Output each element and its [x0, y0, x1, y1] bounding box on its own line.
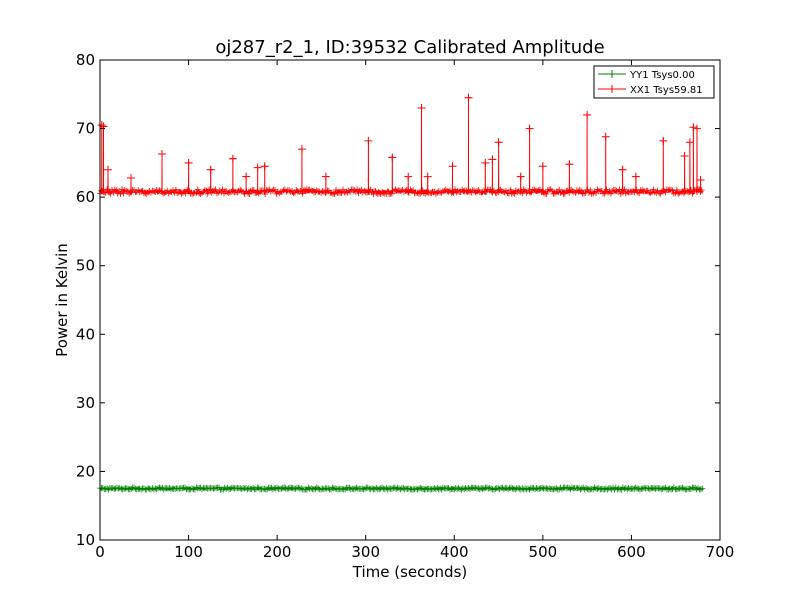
- legend-label-yy1: YY1 Tsys0.00: [629, 70, 695, 81]
- spike-marker-1-0: [97, 121, 106, 130]
- plot-frame: [99, 59, 721, 541]
- plot-area: [100, 60, 720, 540]
- y-tick-label-10: 10: [76, 531, 95, 549]
- spike-marker-1-13: [364, 136, 373, 145]
- spike-marker-1-1: [99, 122, 108, 131]
- spike-marker-1-21: [488, 155, 497, 164]
- spike-marker-1-23: [516, 172, 525, 181]
- spike-marker-1-34: [689, 123, 698, 132]
- x-axis-label: Time (seconds): [352, 563, 468, 581]
- x-tick-label-500: 500: [529, 543, 558, 561]
- spike-marker-1-3: [127, 173, 135, 182]
- x-tick-label-100: 100: [174, 543, 203, 561]
- x-tick-label-400: 400: [440, 543, 469, 561]
- y-tick-label-30: 30: [76, 394, 95, 412]
- x-tick-label-300: 300: [351, 543, 380, 561]
- x-tick-label-700: 700: [706, 543, 735, 561]
- spike-marker-1-19: [464, 93, 473, 102]
- spike-marker-1-20: [481, 158, 490, 167]
- spike-marker-1-18: [448, 162, 457, 171]
- spike-marker-1-31: [659, 136, 668, 145]
- ticks-layer: 0 100 200 300 400 500 600 700 10 20 30 40 50 60 70 80: [76, 51, 734, 561]
- spike-marker-1-8: [242, 172, 251, 181]
- y-tick-label-60: 60: [76, 188, 95, 206]
- spike-marker-1-9: [253, 163, 262, 172]
- spike-marker-1-36: [696, 176, 705, 184]
- spike-marker-1-14: [388, 153, 397, 162]
- legend: YY1 Tsys0.00 XX1 Tsys59.81: [593, 65, 715, 99]
- spike-marker-1-29: [618, 165, 627, 174]
- y-tick-label-40: 40: [76, 325, 95, 343]
- spike-marker-1-6: [206, 165, 215, 174]
- x-tick-label-200: 200: [263, 543, 292, 561]
- chart-title: oj287_r2_1, ID:39532 Calibrated Amplitud…: [215, 37, 604, 58]
- spike-marker-1-27: [583, 110, 592, 119]
- y-tick-label-80: 80: [76, 51, 95, 69]
- spike-marker-1-2: [103, 165, 112, 174]
- x-tick-label-0: 0: [95, 543, 105, 561]
- legend-box: [593, 65, 715, 99]
- spike-marker-1-17: [423, 172, 432, 181]
- spike-marker-1-25: [538, 162, 547, 171]
- y-tick-label-50: 50: [76, 257, 95, 275]
- spike-marker-1-10: [260, 162, 269, 171]
- legend-marker-yy1: [608, 70, 616, 78]
- y-tick-label-20: 20: [76, 462, 95, 480]
- spike-marker-1-35: [692, 124, 701, 133]
- y-axis-label: Power in Kelvin: [53, 243, 71, 357]
- spike-marker-1-32: [680, 152, 689, 160]
- legend-marker-xx1: [608, 85, 616, 93]
- spike-marker-1-5: [184, 158, 193, 167]
- x-tick-label-600: 600: [617, 543, 646, 561]
- spike-marker-1-7: [228, 154, 237, 163]
- spike-marker-1-16: [417, 104, 426, 112]
- y-tick-label-70: 70: [76, 120, 95, 138]
- spike-marker-1-26: [565, 160, 574, 169]
- spike-marker-1-33: [685, 138, 694, 147]
- spike-marker-1-15: [404, 172, 413, 181]
- spike-marker-1-11: [297, 145, 306, 154]
- spike-marker-1-24: [525, 124, 534, 133]
- spike-marker-1-4: [158, 149, 166, 158]
- series-layer: [97, 93, 706, 493]
- spike-marker-1-12: [321, 172, 330, 181]
- spike-marker-1-28: [601, 132, 610, 141]
- spike-marker-1-30: [631, 172, 640, 181]
- legend-label-xx1: XX1 Tsys59.81: [630, 85, 703, 96]
- spike-marker-1-22: [494, 138, 503, 147]
